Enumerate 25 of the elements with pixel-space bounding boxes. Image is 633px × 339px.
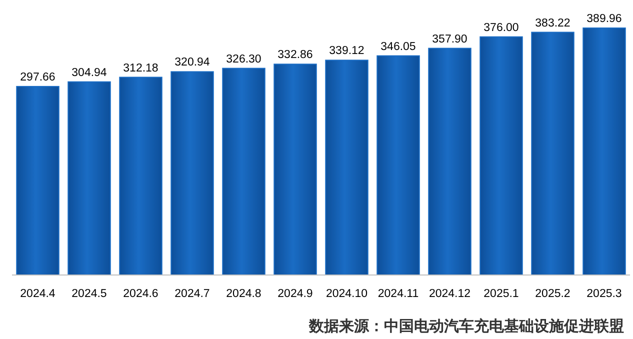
x-tick-label: 2024.8	[226, 288, 262, 300]
data-label: 332.86	[278, 49, 313, 62]
x-tick-label: 2024.6	[123, 288, 158, 300]
x-tick-label: 2025.1	[484, 288, 519, 300]
data-label: 320.94	[174, 56, 210, 69]
x-tick-label: 2024.12	[428, 288, 471, 300]
data-label: 383.22	[535, 17, 570, 30]
data-label: 297.66	[20, 71, 56, 84]
data-label: 346.05	[380, 40, 416, 53]
x-tick-label: 2024.5	[72, 288, 107, 300]
data-label: 304.94	[72, 66, 108, 79]
x-tick-label: 2024.9	[278, 288, 313, 300]
x-tick-label: 2025.3	[586, 288, 622, 300]
data-label: 326.30	[226, 53, 262, 66]
data-label: 312.18	[123, 62, 158, 74]
x-tick-label: 2024.10	[326, 288, 368, 300]
data-label: 357.90	[432, 33, 468, 46]
x-tick-label: 2024.4	[20, 288, 56, 300]
x-tick-label: 2024.7	[174, 288, 210, 300]
x-tick-label: 2024.11	[378, 288, 419, 300]
data-label: 339.12	[329, 45, 364, 58]
data-label: 389.96	[586, 13, 622, 25]
source-note: 数据来源：中国电动汽车充电基础设施促进联盟	[308, 317, 624, 335]
x-tick-label: 2025.2	[535, 288, 570, 300]
data-label: 376.00	[484, 22, 519, 34]
